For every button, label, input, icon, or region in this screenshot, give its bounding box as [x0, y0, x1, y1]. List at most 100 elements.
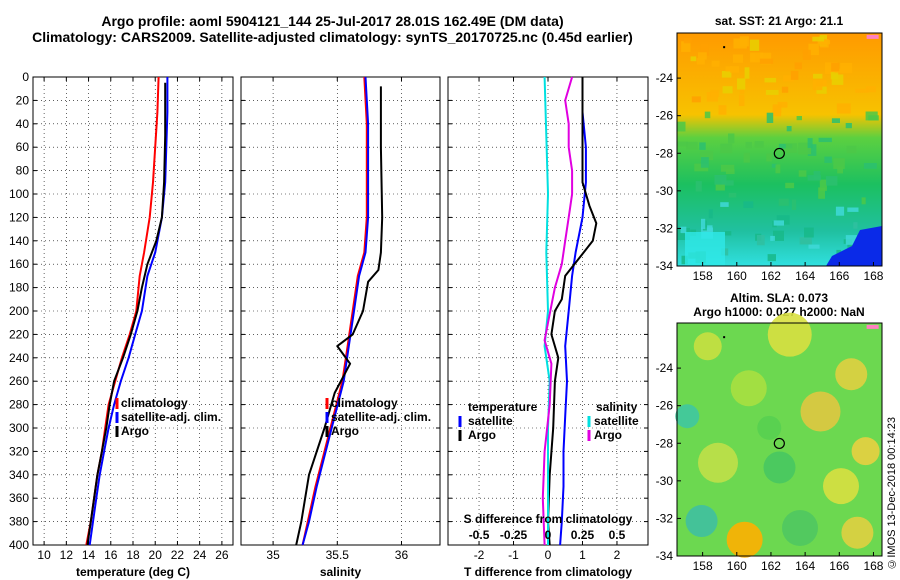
sst-cell [733, 38, 747, 49]
y-tick-label: 300 [9, 421, 29, 435]
sst-cell [778, 198, 789, 206]
sst-cell [831, 74, 844, 85]
sst-cell [845, 123, 852, 129]
y-tick-label: 40 [16, 117, 30, 131]
sst-cell [807, 144, 817, 156]
sst-cell [749, 52, 764, 63]
map-x-tick-label: 162 [761, 269, 781, 283]
map-x-tick-label: 158 [693, 559, 713, 573]
sst-cell [737, 78, 746, 90]
sst-cell [790, 70, 799, 80]
y-tick-label: 380 [9, 515, 29, 529]
sst-cell [847, 207, 859, 212]
sst-cell [698, 52, 707, 60]
x-axis-label: temperature (deg C) [76, 565, 190, 579]
y-tick-label: 240 [9, 351, 29, 365]
sst-cell [840, 62, 853, 74]
x-tick-label: 2 [614, 548, 621, 562]
sst-cell [808, 244, 820, 249]
map-x-tick-label: 164 [795, 559, 815, 573]
sst-cell [775, 164, 781, 174]
map-y-tick-label: -32 [656, 221, 674, 235]
sla-anomaly [767, 312, 812, 357]
legend-label-temp-argo: Argo [468, 428, 496, 442]
map-y-tick-label: -32 [656, 511, 674, 525]
x-axis-label: salinity [320, 565, 362, 579]
map-y-tick-label: -30 [656, 184, 674, 198]
x-tick-label: 10 [37, 548, 51, 562]
sst-cell [764, 77, 777, 83]
legend-label-sal-argo: Argo [594, 428, 622, 442]
land-marker [866, 324, 879, 329]
sst-cell [690, 56, 697, 62]
y-tick-label: 0 [22, 70, 29, 84]
map-y-tick-label: -28 [656, 146, 674, 160]
argo-location-marker [773, 437, 785, 450]
secondary-tick-label: -0.25 [500, 528, 528, 542]
sst-cell [804, 227, 814, 238]
y-tick-label: 100 [9, 187, 29, 201]
sst-map: 158 160 162 164 166 168 -24 -26 -28 -30 -32 -34 [656, 32, 884, 283]
sst-cell [699, 142, 706, 150]
sst-cell [704, 111, 711, 119]
map-y-tick-label: -24 [656, 71, 674, 85]
sst-cell [773, 220, 784, 226]
series-temperature-satellite [559, 77, 587, 546]
sst-cell [756, 235, 765, 246]
x-axis-label: T difference from climatology [464, 565, 632, 579]
map-frame [676, 322, 883, 557]
map-x-tick-label: 164 [795, 269, 815, 283]
sst-cell [715, 184, 725, 191]
x-tick-label: -2 [474, 548, 485, 562]
sla-anomaly [757, 415, 782, 440]
map-y-tick-label: -28 [656, 436, 674, 450]
sst-cell [831, 118, 840, 123]
sla-anomaly [698, 442, 738, 483]
sst-cell [696, 58, 705, 65]
sst-cell [743, 201, 754, 208]
sst-cell [786, 126, 792, 132]
x-tick-label: 20 [149, 548, 163, 562]
map-x-tick-label: 166 [829, 269, 849, 283]
sst-cell [708, 209, 713, 219]
series-argo [295, 86, 384, 546]
map-y-tick-label: -26 [656, 399, 674, 413]
legend-label-sal-satellite: satellite [594, 414, 639, 428]
sst-cell [834, 68, 846, 73]
sst-cell [855, 88, 869, 93]
legend-heading-salinity: salinity [596, 400, 638, 414]
argo-location-marker [773, 147, 785, 160]
sst-cell [691, 96, 701, 103]
series-satellite-adj-clim [301, 76, 370, 546]
sst-cell [846, 145, 857, 154]
sst-cell [819, 179, 827, 191]
x-tick-label: 16 [104, 548, 118, 562]
legend-label-climatology: climatology [331, 396, 398, 410]
sst-cell [833, 158, 845, 169]
salinity-panel: 35 35.5 36 salinity climatologysatellite-adj… [240, 76, 441, 579]
sst-cell [743, 152, 750, 163]
y-tick-label: 360 [9, 491, 29, 505]
sst-map-title: sat. SST: 21 Argo: 21.1 [714, 14, 844, 28]
sst-cell [818, 137, 832, 143]
map-x-tick-label: 160 [727, 559, 747, 573]
sst-cell [711, 60, 720, 67]
sst-cell [766, 153, 772, 162]
map-x-tick-label: 166 [829, 559, 849, 573]
sst-cell [739, 87, 745, 94]
x-tick-label: 24 [193, 548, 207, 562]
sst-cell [831, 62, 840, 72]
sst-cell [807, 138, 813, 148]
sst-cell [767, 254, 776, 262]
sst-cell [749, 39, 760, 51]
sst-cell [754, 141, 764, 148]
map-y-tick-label: -34 [656, 549, 674, 563]
secondary-tick-label: 0.25 [571, 528, 595, 542]
land-marker [866, 34, 879, 39]
legend-label-climatology: climatology [121, 396, 188, 410]
x-tick-label: 18 [126, 548, 140, 562]
sst-cell [845, 235, 858, 245]
sst-cell [785, 182, 795, 189]
island-marker [723, 336, 726, 339]
sst-cell [798, 142, 812, 155]
